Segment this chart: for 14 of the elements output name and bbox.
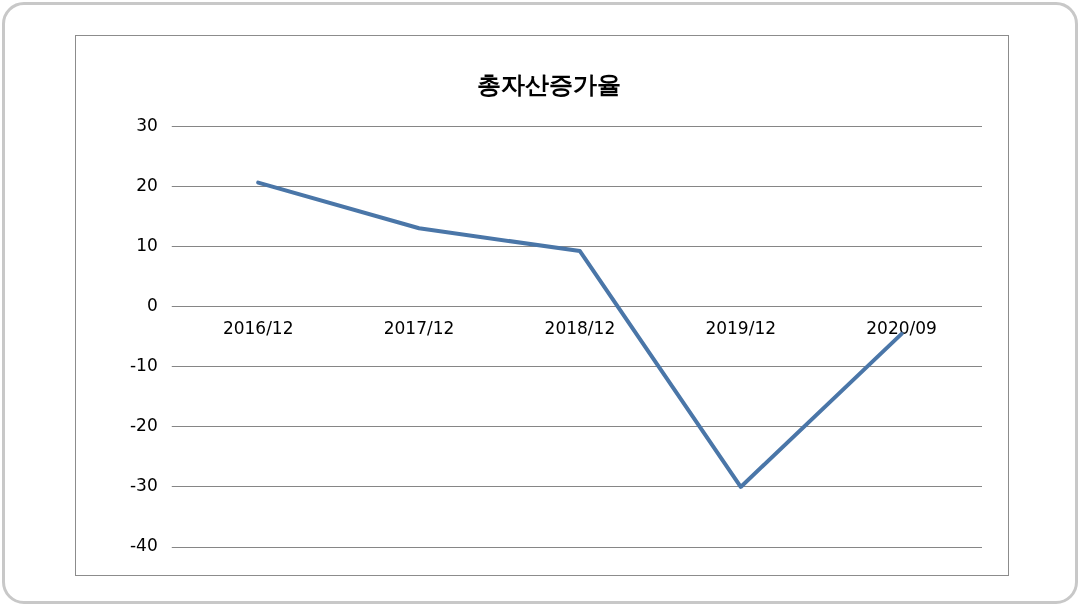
y-tick-label: 10: [136, 235, 158, 256]
y-tick-label: 30: [136, 115, 158, 136]
y-tick-label: -10: [129, 355, 158, 376]
x-tick-label: 2020/09: [866, 317, 937, 338]
x-tick-label: 2018/12: [544, 317, 616, 338]
x-tick-label: 2016/12: [222, 317, 294, 338]
y-tick-label: -30: [129, 475, 158, 496]
chart-title: 총자산증가율: [477, 70, 621, 99]
y-tick-label: 20: [136, 175, 158, 196]
x-tick-label: 2019/12: [705, 317, 777, 338]
y-tick-label: -20: [129, 415, 158, 436]
y-tick-label: 0: [146, 295, 158, 316]
y-tick-label: -40: [129, 535, 158, 556]
x-tick-label: 2017/12: [383, 317, 455, 338]
